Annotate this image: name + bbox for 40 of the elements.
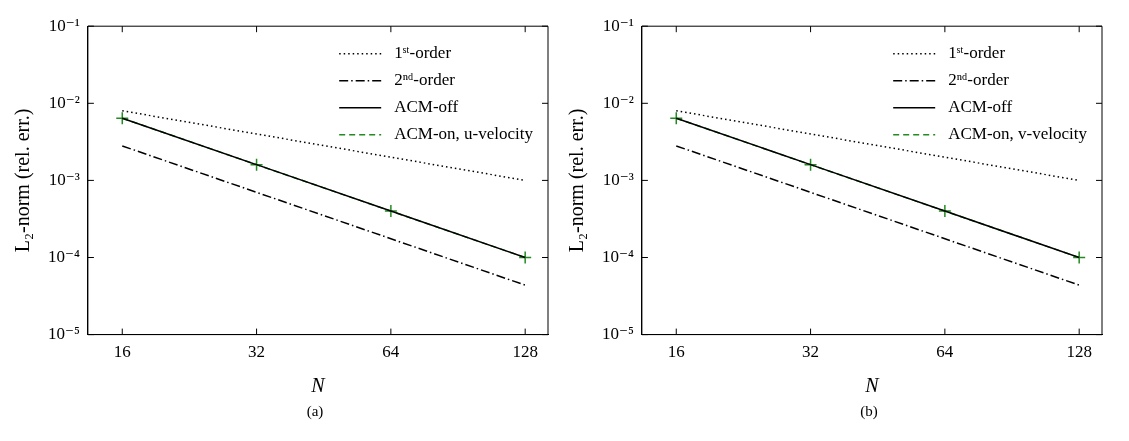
legend-label: ACM-on, u-velocity (394, 124, 534, 144)
point (669, 111, 684, 125)
y-tick-label: 10⁻¹ (602, 15, 634, 35)
x-tick-label: 32 (802, 342, 820, 362)
legend-label: 2ⁿᵈ-order (948, 70, 1010, 90)
y-axis-title: L₂-norm (rel. err.) (565, 108, 589, 253)
legend-label: 1ˢᵗ-order (948, 43, 1006, 63)
point (384, 204, 398, 218)
point (115, 111, 130, 125)
x-axis-title: N (310, 374, 327, 397)
point (518, 250, 532, 265)
y-tick-label: 10⁻² (48, 92, 80, 112)
x-tick-label: 64 (936, 342, 954, 362)
legend-label: ACM-off (394, 97, 459, 117)
y-tick-label: 10⁻³ (48, 169, 80, 189)
legend-label: ACM-off (948, 97, 1013, 117)
legend-label: ACM-on, v-velocity (948, 124, 1088, 144)
point (803, 157, 818, 172)
legend-label: 1ˢᵗ-order (394, 43, 452, 63)
x-tick-label: 32 (248, 342, 266, 362)
y-tick-label: 10⁻⁴ (47, 246, 80, 266)
x-axis-title: N (864, 374, 881, 397)
x-tick-label: 16 (667, 342, 685, 362)
x-tick-label: 128 (512, 342, 538, 362)
x-tick-label: 64 (382, 342, 400, 362)
x-tick-label: 128 (1066, 342, 1092, 362)
legend-label: 2ⁿᵈ-order (394, 70, 456, 90)
text: (a) (305, 403, 325, 420)
y-axis-title: L₂-norm (rel. err.) (11, 108, 35, 253)
x-tick-label: 16 (113, 342, 131, 362)
y-tick-label: 10⁻¹ (48, 15, 80, 35)
point (1072, 250, 1086, 265)
point (249, 157, 264, 172)
text: (b) (859, 403, 879, 420)
y-tick-label: 10⁻⁵ (601, 324, 634, 344)
point (938, 204, 952, 218)
y-tick-label: 10⁻³ (602, 169, 634, 189)
y-tick-label: 10⁻² (602, 92, 634, 112)
y-tick-label: 10⁻⁴ (601, 246, 634, 266)
y-tick-label: 10⁻⁵ (47, 324, 80, 344)
